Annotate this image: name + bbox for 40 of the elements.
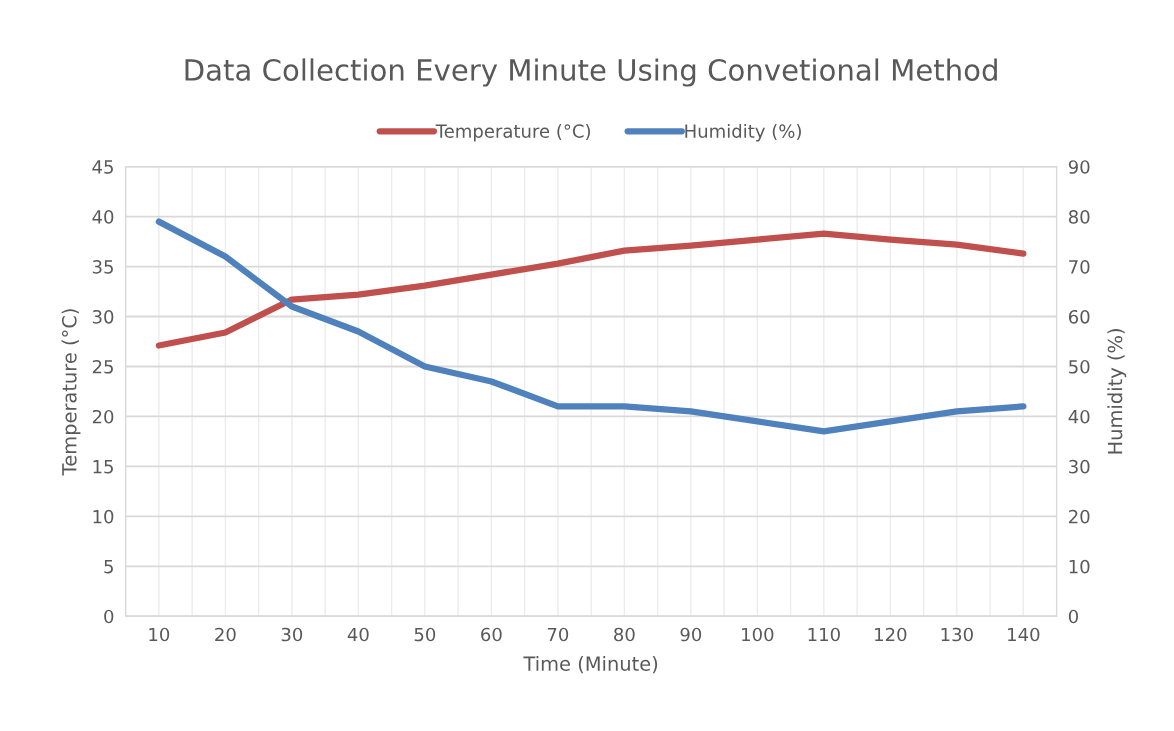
y2-axis-title: Humidity (%): [1107, 329, 1127, 454]
y2-tick-label: 40: [1068, 409, 1090, 424]
x-tick-label: 80: [614, 627, 635, 642]
y-tick-label: 45: [92, 160, 113, 174]
y-tick-label: 20: [92, 409, 114, 424]
y2-tick-label: 0: [1068, 609, 1078, 624]
y-tick-label: 10: [93, 509, 114, 524]
y-tick-label: 30: [92, 309, 114, 324]
x-tick-label: 130: [941, 627, 973, 642]
y-axis-title: Temperature (°C): [61, 309, 81, 476]
y-tick-label: 40: [92, 210, 114, 224]
x-axis-title: Time (Minute): [523, 655, 658, 674]
x-tick-label: 50: [414, 627, 436, 642]
x-tick-label: 40: [347, 627, 369, 642]
x-tick-label: 100: [742, 627, 774, 642]
x-tick-label: 60: [481, 627, 502, 642]
x-tick-label: 30: [281, 627, 303, 642]
y2-tick-label: 80: [1068, 210, 1090, 224]
x-tick-label: 70: [547, 627, 569, 642]
y-tick-label: 0: [104, 609, 114, 624]
x-tick-label: 110: [808, 627, 840, 642]
y-tick-label: 15: [93, 460, 113, 474]
y2-tick-label: 10: [1069, 559, 1090, 574]
legend-label: Humidity (%): [685, 123, 801, 142]
chart-title: Data Collection Every Minute Using Convetional Method: [185, 58, 997, 87]
y-tick-label: 35: [92, 260, 113, 274]
x-tick-label: 10: [149, 627, 170, 642]
x-tick-label: 20: [215, 627, 236, 642]
x-tick-label: 90: [680, 627, 702, 642]
x-tick-label: 140: [1008, 627, 1040, 642]
y2-tick-label: 60: [1068, 309, 1090, 324]
y-tick-label: 25: [92, 359, 113, 374]
y2-tick-label: 70: [1069, 260, 1090, 274]
y2-tick-label: 50: [1069, 359, 1090, 374]
y-tick-label: 5: [104, 559, 113, 574]
y2-tick-label: 90: [1068, 160, 1090, 174]
legend-label: Temperature (°C): [435, 123, 590, 142]
y2-tick-label: 30: [1069, 459, 1090, 474]
x-tick-label: 120: [875, 627, 907, 642]
y2-tick-label: 20: [1069, 509, 1090, 524]
